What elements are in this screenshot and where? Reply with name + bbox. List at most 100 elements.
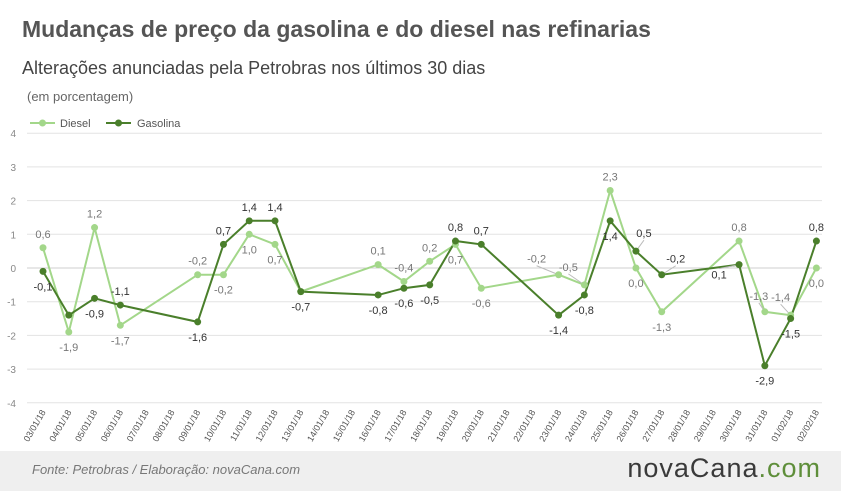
x-tick-label: 26/01/18 — [614, 408, 640, 443]
x-tick-label: 14/01/18 — [305, 408, 331, 443]
point-gasolina — [426, 281, 434, 289]
y-tick-label: -1 — [7, 298, 16, 309]
data-label-gasolina: -0,2 — [666, 254, 685, 266]
x-tick-label: 15/01/18 — [331, 408, 357, 443]
data-label-diesel: -1,9 — [59, 342, 78, 354]
legend-gasolina-label: Gasolina — [137, 118, 181, 130]
point-gasolina — [580, 291, 588, 299]
data-label-diesel: 2,3 — [603, 171, 618, 183]
point-gasolina — [39, 267, 47, 275]
data-label-diesel: 0,6 — [35, 229, 50, 241]
data-label-diesel: 0,7 — [448, 254, 463, 266]
point-gasolina — [555, 311, 563, 319]
point-diesel — [245, 230, 253, 238]
data-label-gasolina: -0,8 — [575, 305, 594, 317]
data-label-gasolina: -1,6 — [188, 332, 207, 344]
legend-diesel-label: Diesel — [60, 118, 91, 130]
data-label-gasolina: 0,8 — [809, 222, 824, 234]
brand-logo[interactable]: novaCana.com — [627, 453, 821, 484]
x-tick-label: 12/01/18 — [254, 408, 280, 443]
x-tick-label: 03/01/18 — [22, 408, 48, 443]
point-diesel — [761, 308, 769, 316]
chart-subtitle: Alterações anunciadas pela Petrobras nos… — [22, 58, 486, 78]
x-tick-label: 20/01/18 — [460, 408, 486, 443]
point-gasolina — [91, 294, 99, 302]
point-gasolina — [297, 288, 305, 296]
data-label-gasolina: -1,4 — [549, 325, 568, 337]
y-tick-label: 4 — [10, 129, 16, 140]
point-gasolina — [451, 237, 459, 245]
x-tick-label: 01/02/18 — [769, 408, 795, 443]
x-tick-label: 21/01/18 — [486, 408, 512, 443]
legend: Diesel Gasolina — [30, 118, 181, 130]
data-label-diesel: -0,4 — [394, 262, 413, 274]
logo-main: novaCana — [627, 453, 759, 483]
data-label-gasolina: 1,4 — [603, 231, 618, 243]
x-axis-ticks: 03/01/18 04/01/18 05/01/18 06/01/18 07/01/18… — [22, 408, 822, 443]
data-label-gasolina: -0,7 — [291, 302, 310, 314]
x-tick-label: 31/01/18 — [743, 408, 769, 443]
x-tick-label: 18/01/18 — [408, 408, 434, 443]
point-diesel — [477, 284, 485, 292]
x-tick-label: 13/01/18 — [279, 408, 305, 443]
x-tick-label: 08/01/18 — [150, 408, 176, 443]
x-tick-label: 09/01/18 — [176, 408, 202, 443]
point-diesel — [555, 271, 563, 279]
data-labels: 0,6 -1,9 1,2 -1,7 -0,2 -0,2 1,0 0,7 0,1 -0,4 0,2 0,… — [34, 171, 825, 387]
x-tick-label: 06/01/18 — [99, 408, 125, 443]
data-label-diesel: -1,7 — [111, 335, 130, 347]
x-tick-label: 22/01/18 — [511, 408, 537, 443]
data-label-gasolina: 0,1 — [711, 270, 726, 282]
point-diesel — [39, 244, 47, 252]
point-gasolina — [812, 237, 820, 245]
y-axis-ticks: -4 -3 -2 -1 0 1 2 3 4 — [7, 129, 16, 410]
point-gasolina — [761, 362, 769, 370]
point-gasolina — [245, 217, 253, 225]
data-label-diesel: -0,5 — [559, 262, 578, 274]
x-tick-label: 16/01/18 — [357, 408, 383, 443]
source-credit: Fonte: Petrobras / Elaboração: novaCana.… — [32, 462, 301, 477]
data-label-gasolina: 0,7 — [216, 225, 231, 237]
point-gasolina — [400, 284, 408, 292]
point-gasolina — [116, 301, 124, 309]
x-tick-label: 30/01/18 — [718, 408, 744, 443]
x-tick-label: 25/01/18 — [589, 408, 615, 443]
data-label-diesel: 0,0 — [809, 278, 824, 290]
legend-gasolina-marker — [115, 119, 122, 127]
point-gasolina — [477, 240, 485, 248]
data-label-diesel: -1,3 — [749, 291, 768, 303]
data-label-diesel: -0,6 — [472, 298, 491, 310]
point-gasolina — [632, 247, 640, 255]
data-label-gasolina: 0,7 — [474, 225, 489, 237]
point-diesel — [65, 328, 73, 336]
point-diesel — [632, 264, 640, 272]
y-tick-label: -4 — [7, 399, 16, 410]
point-diesel — [580, 281, 588, 289]
data-label-diesel: 0,8 — [731, 222, 746, 234]
point-diesel — [812, 264, 820, 272]
x-tick-label: 17/01/18 — [382, 408, 408, 443]
data-label-diesel: 0,1 — [370, 246, 385, 258]
point-diesel — [271, 240, 279, 248]
point-gasolina — [787, 315, 795, 323]
x-tick-label: 19/01/18 — [434, 408, 460, 443]
point-diesel — [91, 224, 99, 232]
series-points — [39, 186, 820, 370]
point-gasolina — [194, 318, 202, 326]
y-tick-label: -3 — [7, 365, 16, 376]
data-label-gasolina: 1,4 — [242, 202, 257, 214]
data-label-gasolina: -0,1 — [34, 281, 53, 293]
data-label-diesel: 1,2 — [87, 209, 102, 221]
point-diesel — [374, 261, 382, 269]
data-label-gasolina: 1,4 — [267, 202, 282, 214]
x-tick-label: 10/01/18 — [202, 408, 228, 443]
point-gasolina — [65, 311, 73, 319]
series-lines — [42, 187, 818, 369]
point-gasolina — [271, 217, 279, 225]
x-tick-label: 05/01/18 — [73, 408, 99, 443]
point-gasolina — [658, 271, 666, 279]
point-diesel — [606, 186, 614, 194]
data-label-gasolina: -0,9 — [85, 308, 104, 320]
data-label-gasolina: 0,8 — [448, 222, 463, 234]
x-tick-label: 27/01/18 — [640, 408, 666, 443]
